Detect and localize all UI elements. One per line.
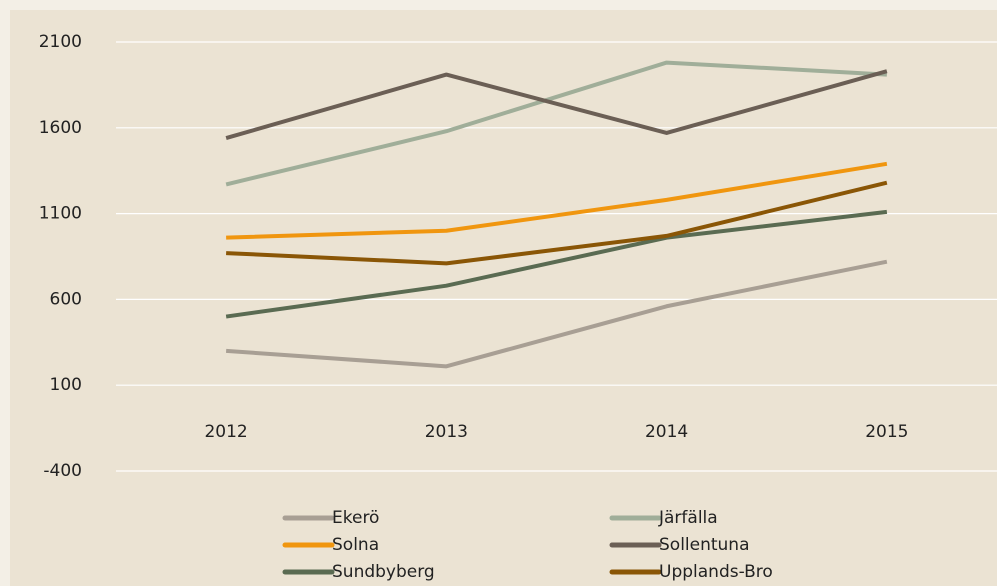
y-tick-label: -400	[43, 461, 82, 481]
x-tick-label: 2012	[204, 422, 247, 442]
y-tick-label: 2100	[39, 32, 82, 52]
series-line	[225, 259, 888, 369]
y-tick-label: 100	[50, 375, 82, 395]
x-tick-label: 2013	[425, 422, 468, 442]
series-line	[225, 209, 888, 319]
x-tick-label: 2014	[645, 422, 688, 442]
legend-label: Upplands-Bro	[659, 562, 773, 582]
legend-label: Sollentuna	[659, 535, 750, 555]
y-tick-label: 1600	[39, 118, 82, 138]
legend-label: Ekerö	[332, 508, 379, 528]
y-tick-label: 1100	[39, 204, 82, 224]
x-tick-label: 2015	[865, 422, 908, 442]
plot-background	[10, 10, 997, 586]
series-line	[226, 180, 888, 266]
series-line	[225, 60, 887, 187]
series-line	[226, 161, 888, 240]
legend-label: Solna	[332, 535, 379, 555]
y-tick-label: 600	[50, 289, 82, 309]
legend-label: Järfälla	[658, 508, 718, 528]
series-line	[225, 69, 888, 141]
legend-label: Sundbyberg	[332, 562, 435, 582]
